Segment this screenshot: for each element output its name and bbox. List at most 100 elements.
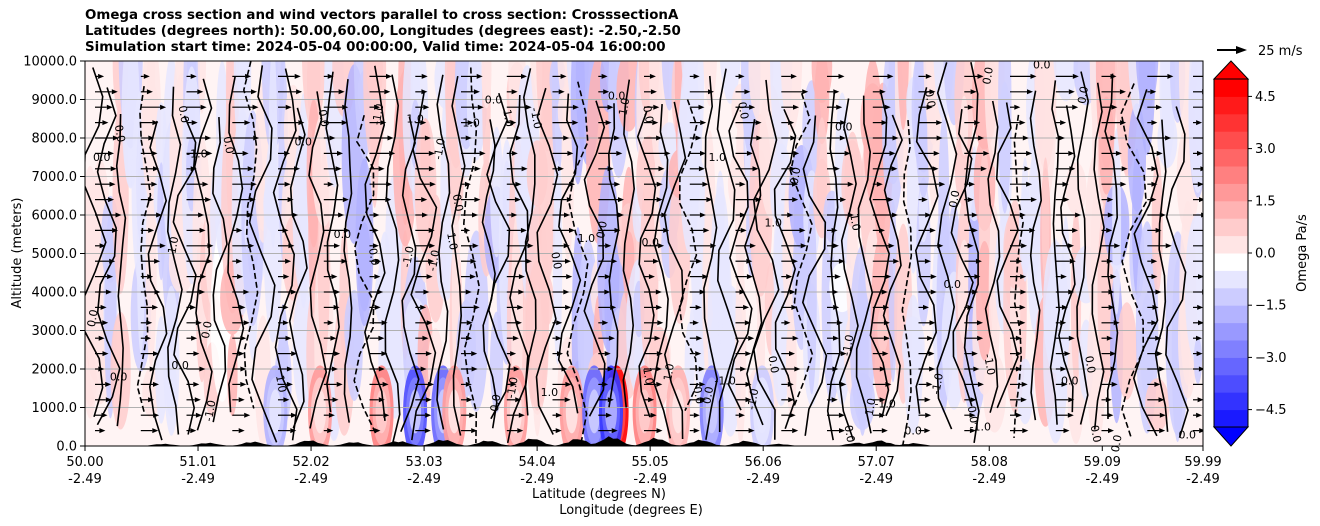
- wind-vector-head-icon: [745, 397, 752, 403]
- colorbar-tick-label: −1.5: [1255, 299, 1287, 314]
- wind-vector-head-icon: [840, 120, 847, 126]
- wind-vector-head-icon: [565, 381, 572, 387]
- contour-line: [96, 87, 121, 426]
- y-tick-label: 9000.0: [32, 93, 78, 108]
- contour-line: [773, 108, 797, 430]
- wind-vector-head-icon: [1121, 166, 1128, 172]
- wind-vector-head-icon: [693, 428, 700, 434]
- wind-vector-head-icon: [1014, 104, 1021, 110]
- contour-line: [678, 99, 699, 411]
- wind-vector-head-icon: [752, 166, 759, 172]
- wind-vector-head-icon: [656, 351, 663, 357]
- colorbar-band: [1214, 374, 1248, 393]
- wind-vector-head-icon: [112, 227, 119, 233]
- wind-vector-head-icon: [152, 304, 159, 310]
- wind-vector-head-icon: [111, 89, 118, 95]
- wind-vector-head-icon: [1159, 428, 1166, 434]
- wind-vector-head-icon: [242, 150, 249, 156]
- contour-label: 0.0: [316, 108, 332, 127]
- y-axis: 0.0 1000.0 2000.0 3000.0 4000.0 5000.0 6000.0 7…: [23, 55, 85, 455]
- wind-vector-head-icon: [710, 243, 717, 249]
- wind-vector-head-icon: [372, 243, 379, 249]
- wind-vector-head-icon: [611, 428, 618, 434]
- contour-label: 1.0: [165, 235, 181, 254]
- wind-vector-head-icon: [925, 412, 932, 418]
- wind-vector-head-icon: [653, 104, 660, 110]
- contour-line: [436, 74, 451, 430]
- wind-vector-head-icon: [464, 227, 471, 233]
- wind-vector-head-icon: [792, 335, 799, 341]
- wind-vector-head-icon: [334, 289, 341, 295]
- wind-vector-head-icon: [247, 212, 254, 218]
- contour-line: [882, 114, 903, 417]
- contour-line: [522, 68, 537, 416]
- colorbar-band: [1214, 392, 1248, 411]
- wind-vector-head-icon: [607, 397, 614, 403]
- wind-vector-head-icon: [836, 104, 843, 110]
- wind-vector-head-icon: [706, 197, 713, 203]
- contour-label: 0.0: [93, 151, 111, 164]
- colorbar-tick-label: 3.0: [1255, 142, 1276, 157]
- wind-vector-head-icon: [107, 274, 114, 280]
- wind-vector-head-icon: [664, 150, 671, 156]
- wind-vector-head-icon: [1105, 397, 1112, 403]
- wind-vector-head-icon: [1199, 197, 1203, 203]
- wind-vector-head-icon: [1119, 89, 1126, 95]
- wind-vector-head-icon: [888, 243, 895, 249]
- wind-vector-head-icon: [389, 150, 396, 156]
- colorbar-tick-label: 0.0: [1255, 247, 1276, 262]
- wind-vector-head-icon: [383, 412, 390, 418]
- wind-vector-head-icon: [518, 412, 525, 418]
- wind-vector-head-icon: [145, 335, 152, 341]
- contour-line: [855, 95, 874, 434]
- contour-label: 0.0: [110, 371, 128, 384]
- contour-label: 0.0: [965, 405, 981, 424]
- wind-vector-head-icon: [756, 135, 763, 141]
- wind-vector-head-icon: [738, 412, 745, 418]
- contour-line: [653, 104, 672, 439]
- contour-label: 0.0: [922, 89, 938, 108]
- wind-vector-head-icon: [469, 274, 476, 280]
- y-tick-label: 1000.0: [32, 401, 78, 416]
- x-axis: 50.00 -2.49 51.01 -2.49 52.02 -2.49 53.03 -2.49…: [66, 446, 1222, 487]
- wind-vector-head-icon: [972, 289, 979, 295]
- y-axis-label: Altitude (meters): [10, 198, 25, 309]
- wind-vector-head-icon: [699, 381, 706, 387]
- wind-vector-head-icon: [784, 320, 791, 326]
- wind-vector-head-icon: [378, 366, 385, 372]
- wind-vector-head-icon: [924, 397, 931, 403]
- wind-vector-head-icon: [929, 366, 936, 372]
- wind-vector-head-icon: [614, 227, 621, 233]
- wind-vector-head-icon: [98, 73, 105, 79]
- wind-vector-head-icon: [748, 428, 755, 434]
- contour-line: [308, 91, 328, 429]
- wind-vector-head-icon: [879, 227, 885, 233]
- wind-vector-head-icon: [739, 212, 746, 218]
- contour-line: [743, 118, 764, 426]
- wind-vector-head-icon: [791, 304, 798, 310]
- wind-vector-head-icon: [1068, 243, 1074, 249]
- wind-vector-head-icon: [479, 150, 486, 156]
- wind-vector-head-icon: [343, 227, 350, 233]
- wind-vector-head-icon: [151, 181, 158, 187]
- wind-vector-head-icon: [425, 397, 432, 403]
- wind-vector-head-icon: [655, 366, 662, 372]
- wind-vector-head-icon: [1069, 166, 1076, 172]
- wind-vector-head-icon: [327, 320, 334, 326]
- wind-vector-head-icon: [1196, 120, 1203, 126]
- wind-vector-head-icon: [936, 120, 943, 126]
- contour-line: [826, 90, 841, 441]
- wind-vector-head-icon: [374, 274, 381, 280]
- contour-line: [801, 115, 828, 436]
- omega-patch: [511, 213, 523, 411]
- wind-vector-head-icon: [614, 181, 621, 187]
- wind-vector-head-icon: [195, 412, 202, 418]
- wind-vector-head-icon: [243, 289, 250, 295]
- colorbar-band: [1214, 183, 1248, 202]
- wind-vector-head-icon: [1067, 412, 1074, 418]
- wind-vector-head-icon: [1167, 73, 1174, 79]
- wind-vector-head-icon: [1068, 289, 1075, 295]
- wind-vector-head-icon: [1197, 304, 1203, 310]
- wind-vector-head-icon: [1016, 258, 1023, 264]
- omega-patch: [1053, 61, 1079, 102]
